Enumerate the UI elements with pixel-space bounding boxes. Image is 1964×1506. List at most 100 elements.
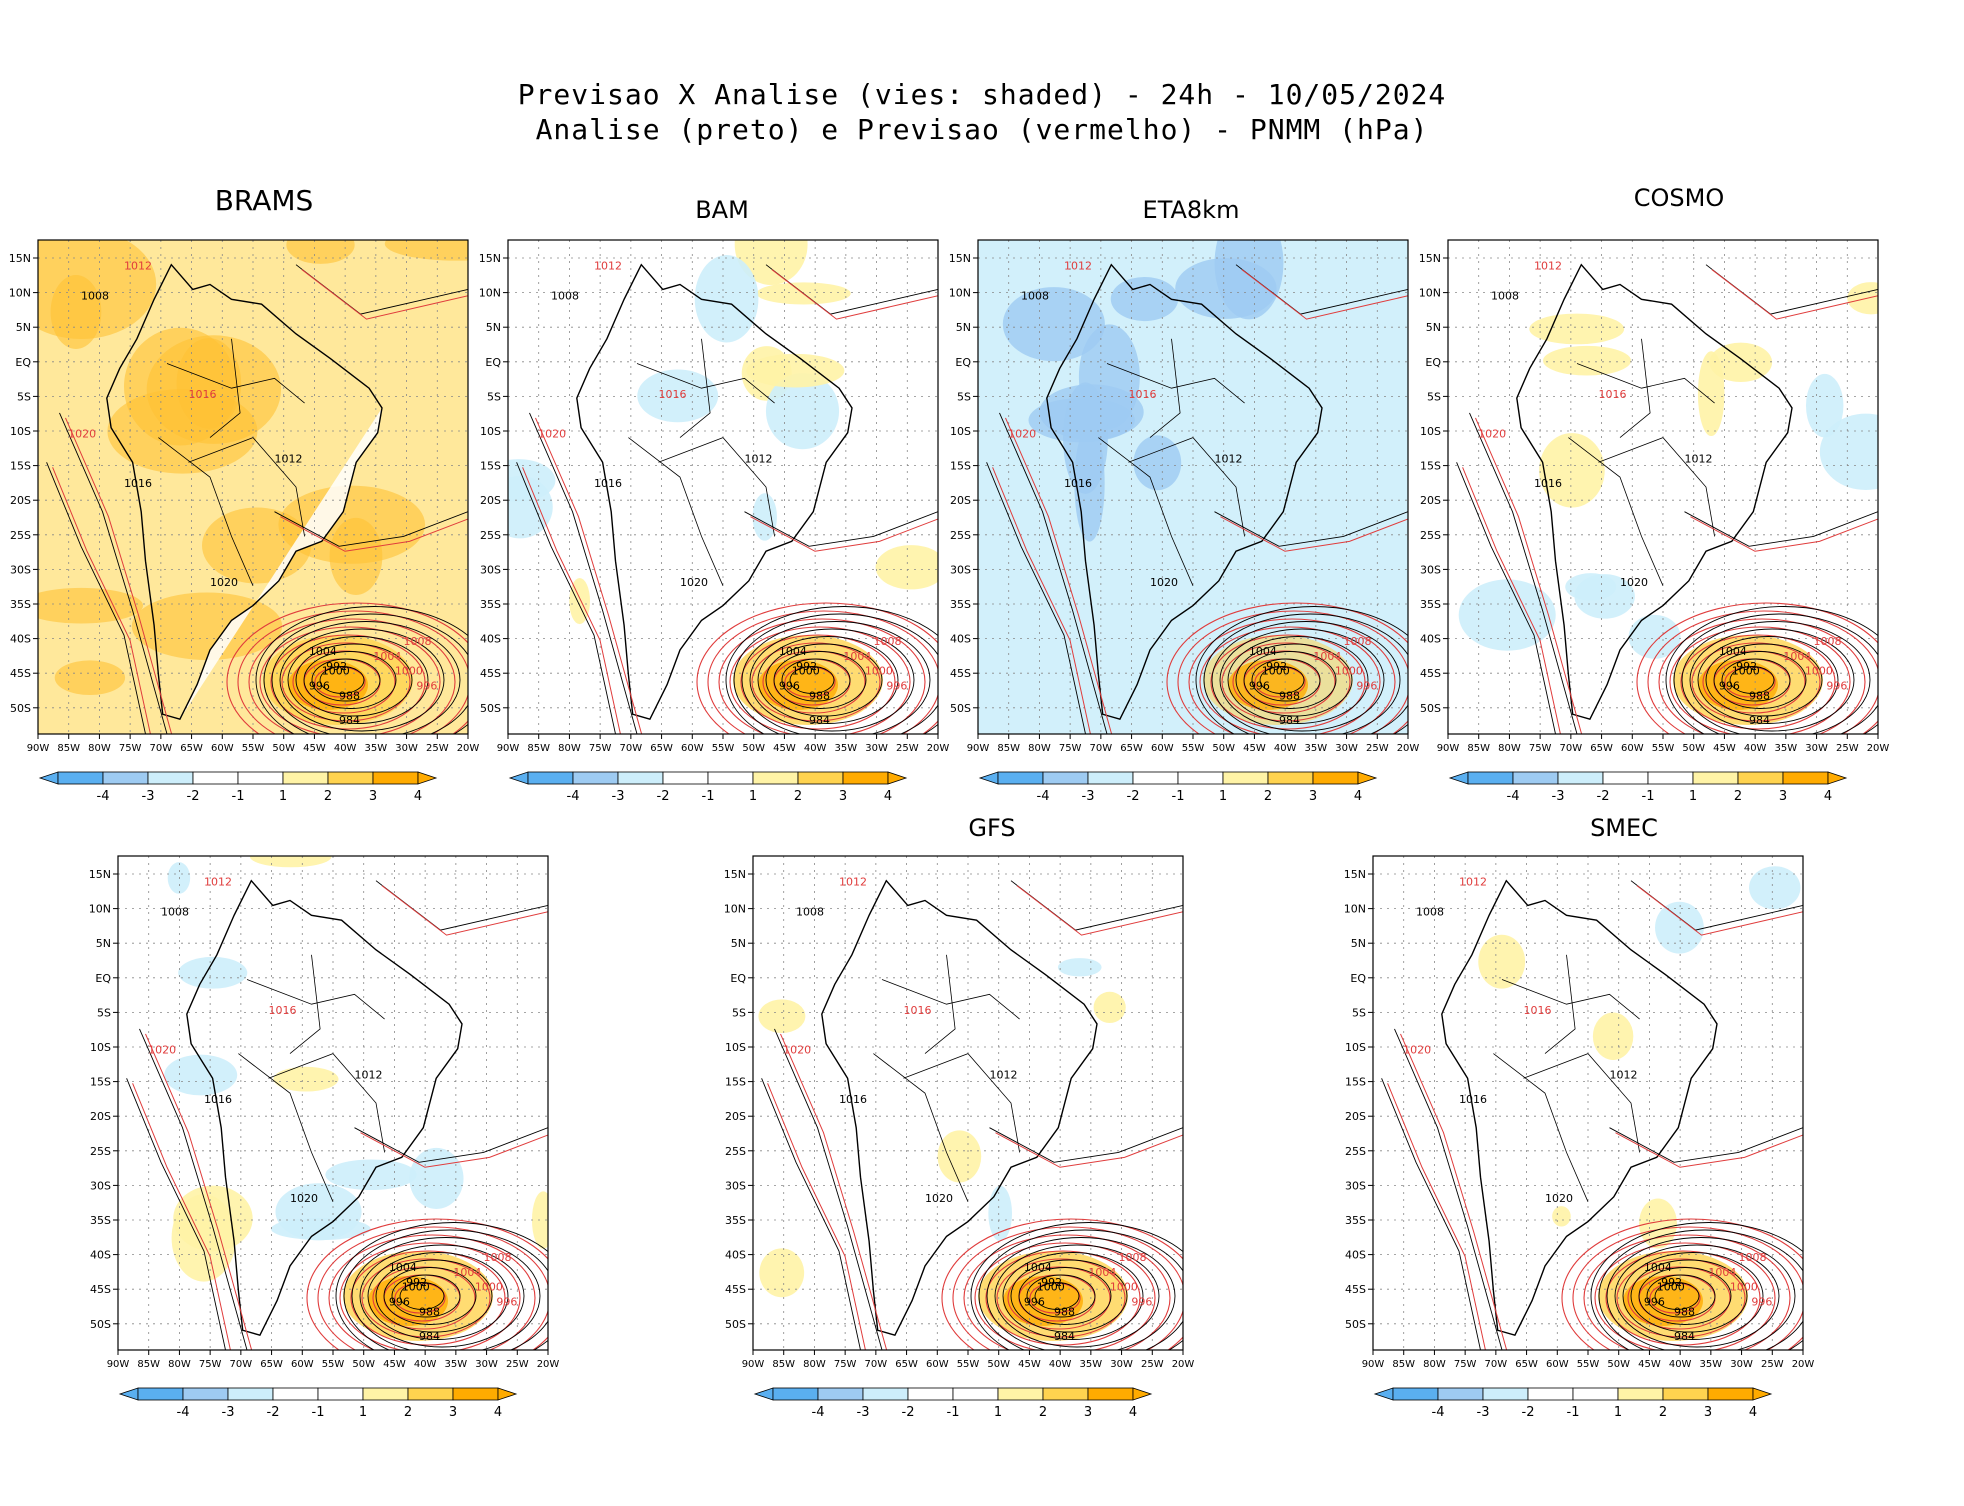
lon-label: 50W — [742, 743, 765, 754]
isobar-label-forecast: 996 — [1751, 1296, 1772, 1309]
map-area: 1008 1012 1016 1020 1004 1000 996 992 988 984 1012… — [949, 239, 1419, 804]
analysis-isobar — [126, 1078, 226, 1350]
isobar-label: 996 — [309, 680, 330, 693]
forecast-isobar — [339, 1242, 521, 1350]
lon-label: 90W — [497, 743, 520, 754]
cyclone-bias-core — [1228, 660, 1308, 710]
forecast-isobar — [1188, 618, 1396, 734]
isobar-label: 984 — [1674, 1330, 1695, 1343]
analysis-isobar — [986, 1237, 1176, 1350]
lat-label: EQ — [1350, 972, 1366, 985]
forecast-isobar — [372, 1266, 476, 1330]
isobar-label: 996 — [389, 1296, 410, 1309]
isobar-label: 1016 — [1534, 477, 1562, 490]
colorbar-label: -2 — [902, 1405, 915, 1420]
lat-label: 30S — [90, 1179, 111, 1192]
colorbar-segment — [952, 1387, 999, 1401]
forecast-isobar — [328, 1234, 536, 1350]
isobar-label: 1012 — [990, 1068, 1018, 1081]
coastline — [1516, 263, 1793, 721]
bias-blob — [1592, 1012, 1634, 1060]
bias-blob — [937, 1130, 982, 1183]
colorbar-segment — [57, 771, 104, 785]
lon-label: 50W — [352, 1359, 375, 1370]
bias-blob — [1805, 373, 1844, 438]
lat-label: 15S — [725, 1076, 746, 1089]
isobar-label-forecast: 1012 — [204, 876, 232, 889]
bias-blob — [531, 1191, 548, 1249]
lon-label: 80W — [558, 743, 581, 754]
analysis-isobar — [274, 511, 468, 547]
isobar-label: 1008 — [551, 289, 579, 302]
colorbar-label: -1 — [947, 1405, 960, 1420]
lat-label: 40S — [1420, 633, 1441, 646]
bias-blob — [178, 956, 248, 989]
bias-blob — [1458, 579, 1556, 651]
colorbar-segment — [1087, 1387, 1134, 1401]
isobar-label: 1008 — [1491, 289, 1519, 302]
isobar-label: 984 — [339, 714, 360, 727]
isobar-label-forecast: 1000 — [1335, 665, 1363, 678]
isobar-label: 1004 — [1024, 1261, 1052, 1274]
forecast-isobar — [1166, 602, 1408, 734]
lon-label: 90W — [27, 743, 50, 754]
colorbar-segment — [1042, 771, 1089, 785]
isobar-label: 1000 — [1732, 665, 1760, 678]
lon-label: 65W — [895, 1359, 918, 1370]
forecast-isobar — [696, 602, 938, 734]
lat-label: 50S — [90, 1318, 111, 1331]
lon-label: 60W — [926, 1359, 949, 1370]
colorbar-segment — [317, 1387, 364, 1401]
lon-label: 60W — [1546, 1359, 1569, 1370]
isobar-label: 992 — [406, 1276, 427, 1289]
forecast-isobar — [1636, 602, 1878, 734]
lon-label: 55W — [1652, 743, 1675, 754]
forecast-isobar — [317, 1226, 548, 1350]
isobar-label: 992 — [1661, 1276, 1682, 1289]
analysis-isobar — [1010, 1259, 1128, 1333]
country-border — [636, 363, 775, 404]
colorbar-label: 2 — [324, 789, 332, 804]
forecast-isobar — [1232, 650, 1336, 714]
forecast-isobar — [535, 417, 643, 734]
lat-label: 5N — [731, 937, 746, 950]
colorbar-segment — [182, 1387, 229, 1401]
isobar-label: 988 — [339, 689, 360, 702]
map-svg: 1008 1012 1016 1020 1004 1000 996 992 988 984 1012… — [89, 855, 559, 1420]
colorbar-segment — [617, 771, 664, 785]
lat-label: 45S — [1345, 1283, 1366, 1296]
isobar-label: 992 — [1041, 1276, 1062, 1289]
analysis-isobar — [765, 643, 883, 717]
lon-label: 65W — [260, 1359, 283, 1370]
isobar-label: 1000 — [322, 665, 350, 678]
colorbar-label: 2 — [1039, 1405, 1047, 1420]
analysis-isobar — [1713, 651, 1807, 709]
analysis-isobar — [978, 1229, 1183, 1350]
colorbar-label: 1 — [279, 789, 287, 804]
colorbar-label: -4 — [1507, 789, 1520, 804]
analysis-isobar — [1214, 511, 1408, 547]
forecast-isobar — [1711, 269, 1878, 320]
analysis-isobar — [516, 462, 616, 734]
lon-label: 50W — [1212, 743, 1235, 754]
isobar-label-forecast: 1004 — [1088, 1266, 1116, 1279]
isobar-label: 992 — [796, 660, 817, 673]
bias-blob — [1110, 276, 1179, 322]
colorbar: -4 -3 -2 -1 1 2 3 4 — [118, 1387, 518, 1420]
colorbar-segment — [842, 771, 889, 785]
colorbar-label: -2 — [1127, 789, 1140, 804]
panel-title: GFS — [968, 814, 1016, 842]
isobar-label-forecast: 1016 — [1524, 1004, 1552, 1017]
isobar-label: 992 — [1266, 660, 1287, 673]
colorbar-segment — [1087, 771, 1134, 785]
country-border — [238, 1053, 334, 1202]
analysis-isobar — [375, 1259, 493, 1333]
isobar-label-forecast: 1016 — [1599, 388, 1627, 401]
forecast-isobar — [985, 1250, 1141, 1346]
colorbar-label: 4 — [1354, 789, 1362, 804]
bias-blob — [988, 1185, 1013, 1242]
lat-label: 20S — [1420, 494, 1441, 507]
colorbar-label: -2 — [1597, 789, 1610, 804]
colorbar-segment — [1782, 771, 1829, 785]
colorbar-segment — [1557, 771, 1604, 785]
